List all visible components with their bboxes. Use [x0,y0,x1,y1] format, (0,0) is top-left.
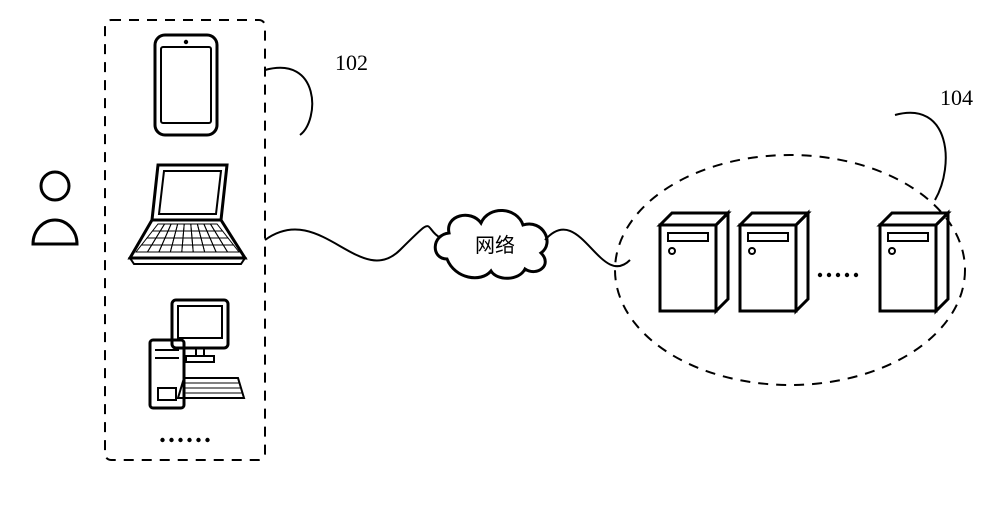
server-group-label: 104 [940,85,973,110]
laptop-icon [130,165,245,264]
cloud-label: 网络 [475,234,515,257]
cloud-icon: 网络 [435,210,547,278]
server-group-ellipse [615,155,965,385]
user-icon [33,172,77,244]
desktop-icon [150,300,244,408]
wire-client-cloud [265,226,445,260]
server-leader-line [895,113,946,200]
server-icon [740,213,808,311]
client-group-label: 102 [335,50,368,75]
server-ellipsis [818,273,858,277]
wire-cloud-servers [545,230,630,267]
client-ellipsis [160,438,209,442]
phone-icon [155,35,217,135]
client-leader-line [265,68,312,135]
server-icon [880,213,948,311]
server-icon [660,213,728,311]
